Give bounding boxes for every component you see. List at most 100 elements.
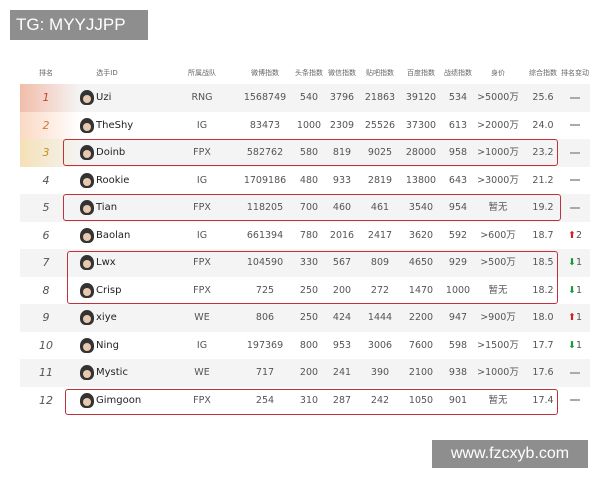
table-row: 6 Baolan IG 661394 780 2016 2417 3620 592 >600万 18… [20, 222, 590, 250]
score-cell: 23.2 [532, 147, 554, 158]
baidu-cell: 4650 [408, 257, 434, 268]
record-cell: 958 [448, 147, 468, 158]
trophy-icon [20, 84, 80, 112]
record-cell: 954 [448, 202, 468, 213]
arrow-down-icon: ⬇ [567, 339, 576, 351]
record-cell: 947 [448, 312, 468, 323]
record-cell: 534 [448, 92, 468, 103]
avatar [80, 255, 94, 270]
weixin-cell: 2309 [329, 119, 355, 131]
weixin-cell: 460 [332, 202, 352, 213]
arrow-up-icon: ⬆ [567, 229, 576, 241]
toutiao-cell: 310 [299, 394, 319, 406]
team-cell: IG [196, 119, 208, 131]
highlight-tian [63, 194, 561, 221]
rank: 3 [42, 146, 50, 159]
header-1: 选手ID [96, 69, 118, 77]
rank: 10 [39, 338, 53, 352]
player-name: Lwx [96, 257, 116, 268]
weibo-cell: 83473 [249, 119, 281, 131]
tieba-cell: 390 [370, 367, 390, 378]
avatar [80, 200, 94, 215]
score-cell: 18.7 [532, 229, 554, 241]
toutiao-cell: 250 [299, 284, 319, 296]
header-8: 战绩指数 [444, 69, 472, 77]
highlight-gimgoon [65, 389, 558, 415]
rank: 1 [42, 91, 50, 104]
header-5: 微信指数 [328, 69, 356, 77]
player-name: Crisp [96, 284, 122, 296]
weibo-cell: 582762 [246, 147, 284, 158]
trophy-icon [20, 139, 80, 167]
record-cell: 598 [448, 339, 468, 351]
weixin-cell: 241 [332, 367, 352, 378]
value-cell: 暂无 [488, 202, 508, 213]
change-value: 1 [575, 284, 583, 296]
value-cell: >2000万 [477, 119, 519, 131]
rank: 5 [42, 201, 50, 214]
value-cell: >900万 [480, 312, 516, 323]
record-cell: 938 [448, 367, 468, 378]
score-cell: 24.0 [532, 119, 554, 131]
weibo-cell: 806 [255, 312, 275, 323]
highlight-doinb [63, 139, 558, 166]
avatar [80, 282, 94, 298]
score-cell: 25.6 [532, 92, 554, 103]
rank-change [570, 387, 580, 415]
value-cell: >600万 [480, 229, 516, 241]
score-cell: 19.2 [532, 202, 554, 213]
tieba-cell: 25526 [364, 119, 396, 131]
team-cell: IG [196, 174, 208, 186]
team-cell: FPX [193, 284, 211, 296]
team-cell: WE [194, 312, 210, 323]
header-11: 排名变动 [561, 69, 589, 77]
weibo-cell: 661394 [246, 229, 284, 241]
player-name: Gimgoon [96, 394, 142, 406]
tieba-cell: 1444 [367, 312, 393, 323]
baidu-cell: 7600 [408, 339, 434, 351]
weixin-cell: 287 [332, 394, 352, 406]
weibo-cell: 1568749 [243, 92, 287, 103]
team-cell: IG [196, 229, 208, 241]
value-cell: >5000万 [477, 92, 519, 103]
value-cell: >1000万 [477, 367, 519, 378]
tieba-cell: 9025 [367, 147, 393, 158]
baidu-cell: 2200 [408, 312, 434, 323]
table-row: 1 Uzi RNG 1568749 540 3796 21863 39120 534 >5000万… [20, 84, 590, 112]
change-value: 1 [575, 312, 583, 323]
avatar [80, 172, 94, 188]
ranking-table: 排名 选手ID 所属战队 微博指数 头条指数 微信指数 贴吧指数 百度指数 战绩指数 身价 综合指数… [20, 62, 590, 414]
weixin-cell: 200 [332, 284, 352, 296]
score-cell: 18.2 [532, 284, 554, 296]
avatar [80, 117, 94, 133]
no-change-icon [570, 371, 580, 374]
baidu-cell: 2100 [408, 367, 434, 378]
weibo-cell: 717 [255, 367, 275, 378]
avatar [80, 392, 94, 408]
toutiao-cell: 330 [299, 257, 319, 268]
table-row: 12 Gimgoon FPX 254 310 287 242 1050 901 暂无 17.4 [20, 387, 590, 415]
tieba-cell: 461 [370, 202, 390, 213]
baidu-cell: 13800 [405, 174, 437, 186]
change-value: 2 [575, 229, 583, 241]
record-cell: 901 [448, 394, 468, 406]
rank-change [570, 112, 580, 140]
weixin-cell: 2016 [329, 229, 355, 241]
avatar [80, 337, 94, 353]
baidu-cell: 1050 [408, 394, 434, 406]
no-change-icon [570, 151, 580, 154]
table-row: 4 Rookie IG 1709186 480 933 2819 13800 643 >3000万… [20, 167, 590, 195]
rank: 11 [39, 366, 53, 379]
player-name: Rookie [96, 174, 130, 186]
table-row: 3 Doinb FPX 582762 580 819 9025 28000 958 >1000万 2… [20, 139, 590, 167]
toutiao-cell: 540 [299, 92, 319, 103]
score-cell: 21.2 [532, 174, 554, 186]
value-cell: >1000万 [477, 147, 519, 158]
score-cell: 17.4 [532, 394, 554, 406]
table-row: 7 Lwx FPX 104590 330 567 809 4650 929 >500万 18.5 ⬇1 [20, 249, 590, 277]
baidu-cell: 39120 [405, 92, 437, 103]
tieba-cell: 3006 [367, 339, 393, 351]
value-cell: >3000万 [477, 174, 519, 186]
score-cell: 18.0 [532, 312, 554, 323]
weixin-cell: 819 [332, 147, 352, 158]
